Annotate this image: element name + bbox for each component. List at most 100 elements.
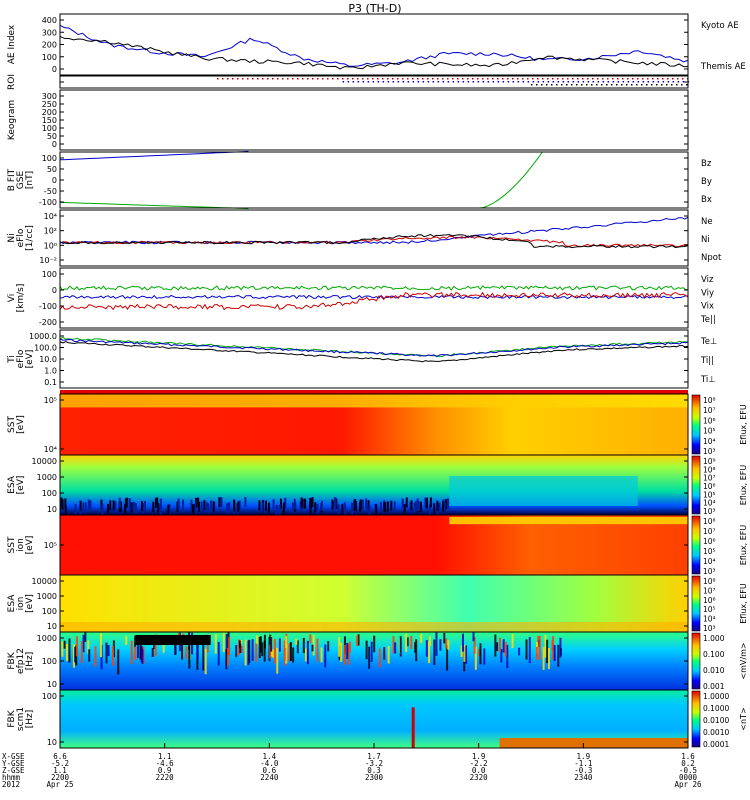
spectrogram-noise (61, 499, 64, 510)
roi-mark (606, 84, 608, 86)
xtick-label: 2220 (156, 773, 175, 782)
spectrogram-noise (357, 634, 360, 646)
ytick-label: 10⁰ (44, 241, 57, 250)
panel-esae-ylabel: ESA[eV] (7, 475, 26, 494)
roi-mark (462, 81, 465, 83)
colorbar (691, 690, 701, 748)
colorbar-tick-label: 10³ (703, 447, 716, 456)
ytick-label: 10⁵ (44, 396, 57, 405)
spectrogram-noise (473, 637, 476, 654)
roi-mark (507, 78, 509, 80)
spectrogram-noise (197, 501, 200, 512)
spectrogram-noise (553, 645, 556, 661)
xtick-label: 2340 (574, 773, 593, 782)
roi-mark (217, 78, 219, 80)
spectrogram-noise (443, 501, 446, 512)
roi-mark (651, 84, 653, 86)
spectrogram-noise (273, 639, 276, 664)
roi-mark (541, 84, 543, 86)
spectrogram-noise (134, 646, 137, 660)
spectrogram-noise (292, 502, 295, 513)
ytick-label: 10² (44, 227, 57, 236)
roi-mark (312, 78, 314, 80)
legend-entry: Ne (701, 217, 713, 227)
roi-mark (502, 81, 505, 83)
ytick-label: 10 (47, 622, 57, 631)
spectrogram-noise (472, 632, 475, 642)
ylabel-line: [eV] (25, 594, 35, 613)
roi-mark (546, 84, 548, 86)
roi-mark (641, 84, 643, 86)
spectrogram-noise (87, 640, 90, 654)
spectrogram-noise (107, 644, 110, 657)
series-vix (60, 294, 689, 300)
spectrogram-noise (82, 502, 85, 513)
roi-mark (392, 81, 395, 83)
ylabel-line: efp12 (16, 648, 26, 674)
spectrogram-noise (63, 640, 66, 649)
roi-mark (542, 81, 545, 83)
ylabel-line: ion (16, 538, 26, 552)
roi-mark (557, 78, 559, 80)
spectrogram-noise (276, 647, 279, 674)
spectrogram-noise (496, 642, 499, 652)
xtick-label: -1.1 (574, 759, 592, 768)
spectrogram-noise (154, 497, 157, 508)
spectrogram-noise (465, 645, 468, 664)
ytick-label: 1.0 (44, 367, 57, 376)
xtick-label: 0.3 (367, 766, 381, 775)
spectrogram-noise (351, 502, 354, 513)
roi-mark (657, 78, 659, 80)
panel-esai-content (60, 575, 688, 632)
colorbar-tick-label: 10⁸ (703, 465, 716, 474)
colorbar-tick-label: 10⁷ (703, 586, 716, 595)
roi-mark (277, 78, 279, 80)
spectrogram-noise (547, 648, 550, 670)
x-row-label: hhmm (2, 773, 21, 782)
spectrogram-noise (445, 499, 448, 510)
roi-mark (502, 78, 504, 80)
spectrogram-noise (84, 632, 87, 642)
spectrogram-noise (414, 501, 417, 512)
roi-mark (472, 81, 475, 83)
roi-mark (597, 78, 599, 80)
ytick-label: 1000 (37, 592, 57, 601)
panel-keogram-frame (59, 89, 689, 151)
legend-entry: By (701, 177, 712, 187)
ytick-label: 10 (47, 738, 57, 747)
colorbar-tick-label: 1.0000 (703, 692, 729, 701)
roi-mark (522, 78, 524, 80)
spectrogram-noise (117, 649, 120, 675)
spectrogram-noise (185, 646, 188, 659)
roi-mark (552, 78, 554, 80)
roi-mark (572, 78, 574, 80)
roi-mark (497, 78, 499, 80)
colorbar-tick-label: 1.000 (703, 634, 725, 643)
spectrogram-noise (378, 648, 381, 668)
spectrogram-noise (128, 499, 131, 510)
spectrogram-noise (101, 504, 104, 515)
roi-mark (681, 84, 683, 86)
colorbar-label: <nT> (739, 707, 748, 730)
panel-vi: Vi[km/s] 100 0 -100 -200 Viz Viy Vix Te|| (7, 267, 716, 329)
roi-mark (607, 81, 610, 83)
spectrogram-noise (181, 643, 184, 660)
roi-mark (592, 78, 594, 80)
roi-mark (337, 78, 339, 80)
spectrogram-noise (293, 498, 296, 509)
series-by-late (479, 151, 543, 209)
roi-mark (531, 84, 533, 86)
ylabel-line: Vi (7, 294, 17, 302)
spectrogram-noise (204, 648, 207, 675)
roi-mark (602, 81, 605, 83)
roi-mark (627, 81, 630, 83)
colorbar-tick-label: 10⁶ (703, 537, 716, 546)
spectrogram-noise (235, 645, 238, 658)
xtick-label: -3.2 (365, 759, 383, 768)
spectrogram-noise (312, 635, 315, 656)
spectrogram-noise (463, 644, 466, 662)
roi-mark (667, 81, 670, 83)
spectrogram-noise (239, 643, 242, 654)
spectrogram-noise (217, 641, 220, 666)
spectrogram-noise (285, 644, 288, 664)
